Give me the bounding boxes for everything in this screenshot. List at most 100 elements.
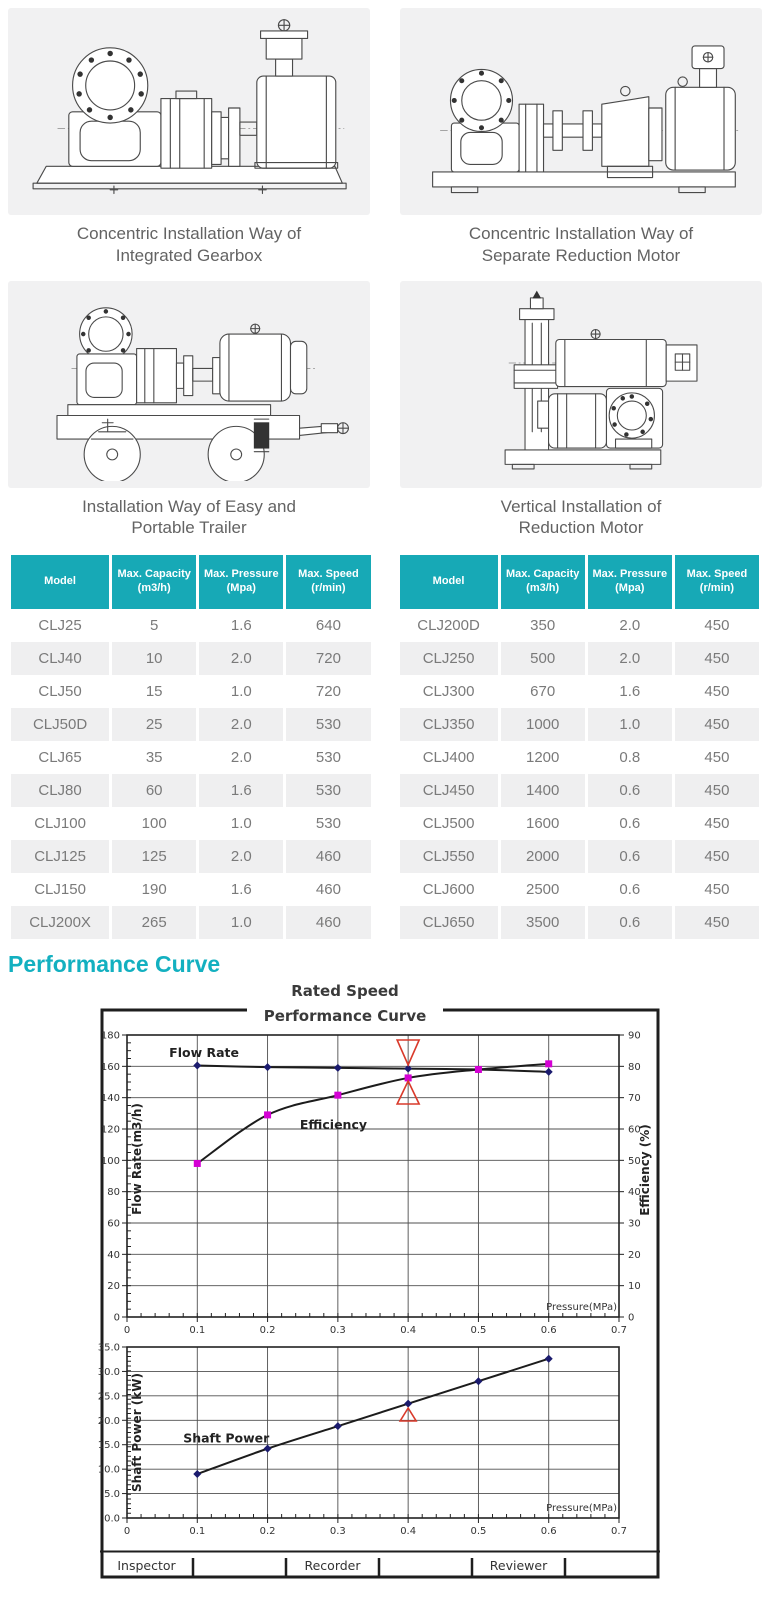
- figure-caption: Concentric Installation Way of Separate …: [400, 223, 762, 267]
- table-cell: 0.6: [587, 840, 672, 873]
- y2-tick-label: 90: [628, 1031, 641, 1042]
- table-cell: 0.6: [587, 774, 672, 807]
- table-cell: CLJ300: [422, 683, 475, 700]
- table-row: CLJ125 125 2.0 460: [11, 840, 371, 873]
- table-cell: 530: [286, 774, 371, 807]
- x-tick-label: 0.4: [400, 1526, 416, 1537]
- table-cell: CLJ25: [38, 617, 82, 634]
- table-row: CLJ200D 350 2.0 450: [400, 609, 760, 642]
- header-line1: Max. Speed: [686, 568, 748, 581]
- table-cell: 1.6: [230, 881, 252, 898]
- col-header-model: Model: [399, 555, 498, 609]
- table-cell: 60: [112, 774, 197, 807]
- table-cell: 1.6: [619, 683, 641, 700]
- table-cell: 450: [674, 840, 759, 873]
- table-cell: 2.0: [587, 642, 672, 675]
- red-triangle-marker: [398, 1406, 418, 1422]
- table-cell: 500: [500, 642, 585, 675]
- y2-tick-label: 10: [628, 1281, 641, 1292]
- col-header-capacity: Max. Capacity (m3/h): [500, 555, 585, 609]
- y-tick-label: 160: [101, 1062, 120, 1073]
- footer-cell-label: Reviewer: [490, 1558, 548, 1573]
- y2-axis-label: Efficiency (%): [638, 1124, 652, 1216]
- y-tick-label: 100: [101, 1156, 120, 1167]
- series-marker-flow-rate: [193, 1061, 202, 1070]
- series-marker-shaft-power: [544, 1354, 553, 1363]
- table-cell: CLJ500: [422, 815, 475, 832]
- table-cell: 1.0: [230, 683, 252, 700]
- series-marker-shaft-power: [333, 1422, 342, 1431]
- x-tick-label: 0.5: [470, 1325, 486, 1336]
- x-axis-label: Pressure(MPa): [546, 1302, 617, 1313]
- y-tick-label: 0.0: [104, 1514, 120, 1525]
- x-tick-label: 0.4: [400, 1325, 416, 1336]
- y-tick-label: 35.0: [98, 1343, 120, 1354]
- series-marker-efficiency: [545, 1060, 553, 1068]
- x-tick-label: 0.7: [611, 1526, 627, 1537]
- table-cell: 100: [141, 815, 167, 832]
- chart-title-line2: Performance Curve: [264, 1007, 427, 1025]
- y-tick-label: 20.0: [98, 1416, 120, 1427]
- series-marker-flow-rate: [404, 1064, 413, 1073]
- col-header-speed: Max. Speed (r/min): [674, 555, 759, 609]
- y2-tick-label: 40: [628, 1187, 641, 1198]
- table-cell: 450: [704, 683, 730, 700]
- header-line2: (Mpa): [226, 582, 256, 594]
- series-annotation: Efficiency: [300, 1117, 367, 1132]
- x-tick-label: 0.7: [611, 1325, 627, 1336]
- caption-line1: Concentric Installation Way of: [468, 224, 694, 243]
- y-tick-label: 60: [107, 1219, 120, 1230]
- table-cell: CLJ550: [399, 840, 498, 873]
- caption-line2: Reduction Motor: [518, 518, 644, 538]
- y-tick-label: 40: [107, 1250, 120, 1261]
- y2-tick-label: 70: [628, 1093, 641, 1104]
- caption-line2: Portable Trailer: [131, 518, 247, 538]
- table-cell: 530: [315, 749, 341, 766]
- table-header-row: Model Max. Capacity (m3/h) Max. Pressure…: [11, 555, 371, 609]
- table-row: CLJ300 670 1.6 450: [400, 675, 760, 708]
- table-cell: 450: [674, 906, 759, 939]
- figure-separate-reduction-motor: Concentric Installation Way of Separate …: [400, 8, 762, 281]
- table-cell: 450: [704, 749, 730, 766]
- x-tick-label: 0.2: [260, 1325, 276, 1336]
- header-line1: Model: [432, 575, 465, 588]
- caption-line2: Separate Reduction Motor: [481, 245, 681, 265]
- table-row: CLJ500 1600 0.6 450: [400, 807, 760, 840]
- series-marker-flow-rate: [263, 1063, 272, 1072]
- header-line2: (r/min): [699, 582, 735, 594]
- caption-line1: Concentric Installation Way of: [76, 224, 302, 243]
- y-tick-label: 180: [101, 1031, 120, 1042]
- col-header-pressure: Max. Pressure (Mpa): [587, 555, 672, 609]
- table-cell: 2.0: [619, 617, 641, 634]
- table-row: CLJ150 190 1.6 460: [11, 873, 371, 906]
- table-cell: 2.0: [199, 840, 284, 873]
- y-tick-label: 5.0: [104, 1489, 120, 1500]
- table-row: CLJ65 35 2.0 530: [11, 741, 371, 774]
- table-row: CLJ650 3500 0.6 450: [399, 906, 759, 939]
- table-cell: 1000: [500, 708, 585, 741]
- table-cell: CLJ150: [34, 881, 86, 898]
- series-annotation: Shaft Power: [183, 1430, 270, 1445]
- table-cell: CLJ650: [399, 906, 498, 939]
- table-cell: 35: [145, 749, 163, 766]
- series-line-efficiency: [196, 1062, 549, 1165]
- table-cell: 2000: [500, 840, 585, 873]
- table-cell: 10: [112, 642, 197, 675]
- chart-frame: [100, 1008, 660, 1579]
- table-cell: 450: [674, 708, 759, 741]
- y-axis-label: Shaft Power (kW): [130, 1373, 144, 1492]
- table-cell: 125: [112, 840, 197, 873]
- table-cell: 3500: [500, 906, 585, 939]
- header-line1: Max. Pressure: [592, 568, 668, 581]
- table-row: CLJ450 1400 0.6 450: [399, 774, 759, 807]
- table-cell: 2.0: [230, 749, 252, 766]
- x-tick-label: 0.5: [470, 1526, 486, 1537]
- y2-tick-label: 20: [628, 1250, 641, 1261]
- y-tick-label: 120: [101, 1125, 120, 1136]
- y2-tick-label: 0: [628, 1313, 634, 1324]
- header-line1: Max. Capacity: [505, 568, 580, 581]
- figure-caption: Concentric Installation Way of Integrate…: [8, 223, 370, 267]
- chart-title-line1: Rated Speed: [291, 982, 399, 1000]
- pump-portable-trailer-drawing: [56, 306, 349, 482]
- series-marker-shaft-power: [404, 1399, 413, 1408]
